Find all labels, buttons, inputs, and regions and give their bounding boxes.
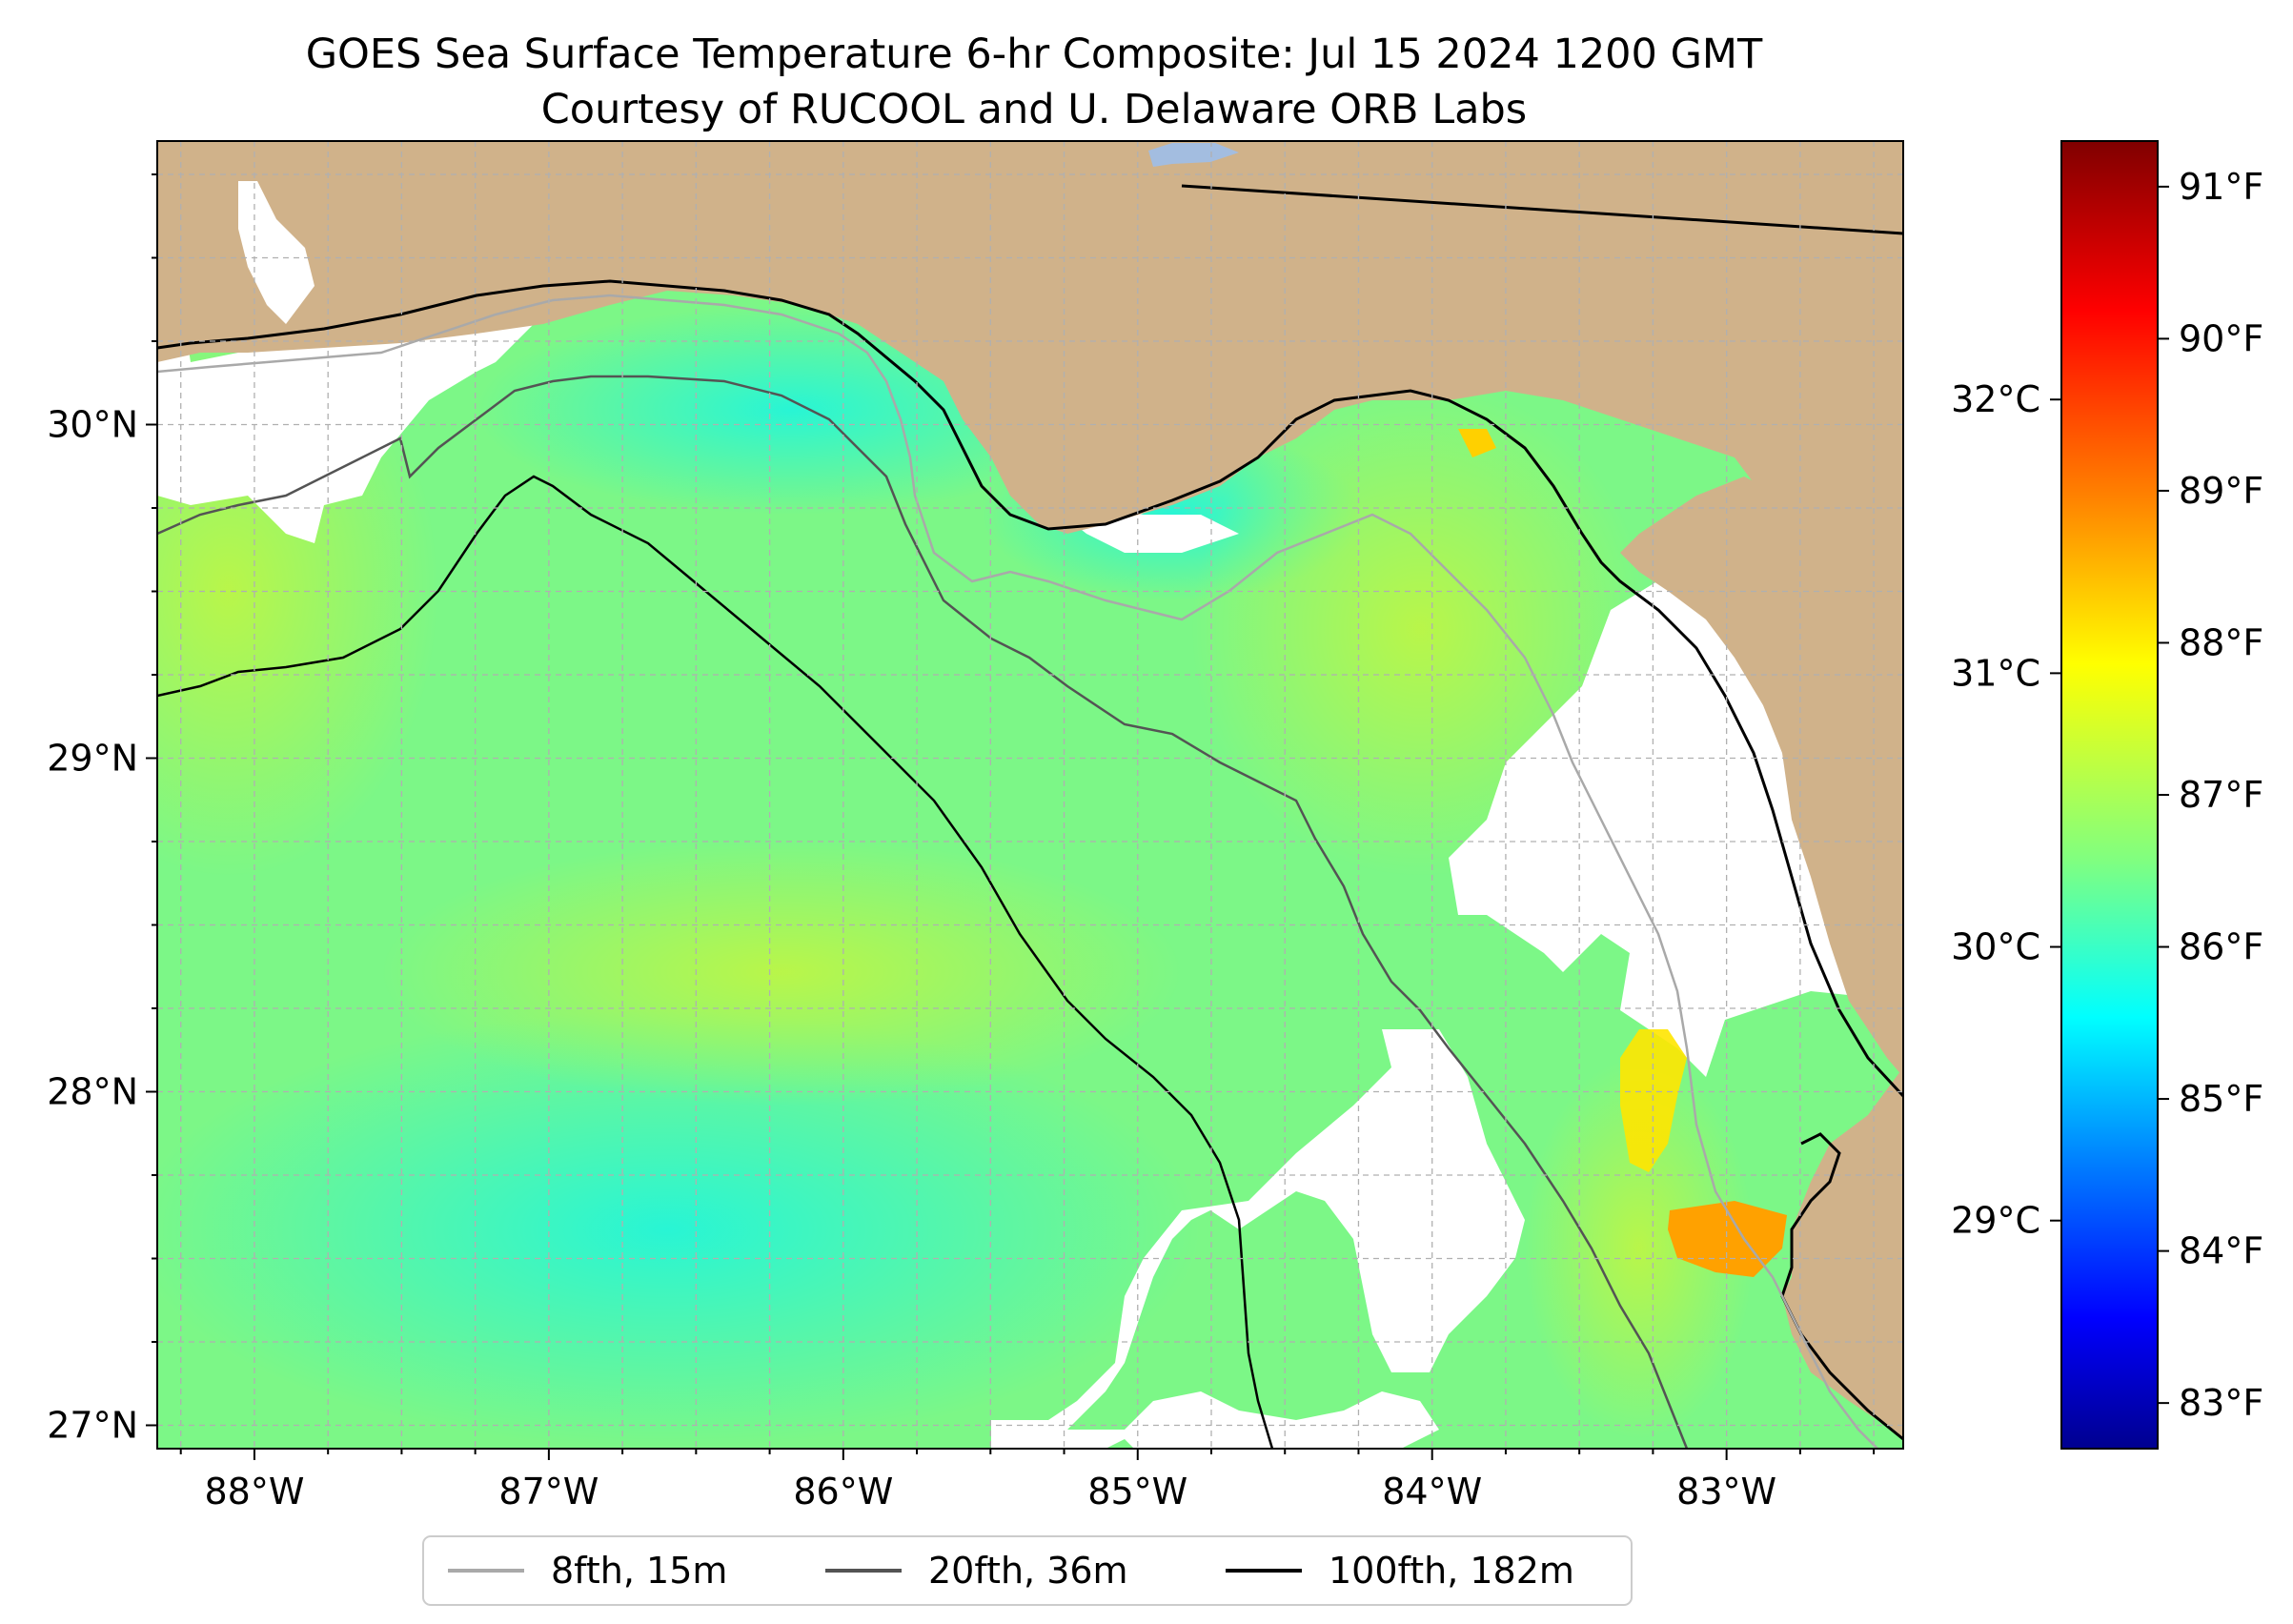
lake-seminole xyxy=(1148,143,1239,167)
legend-box xyxy=(422,1535,1633,1606)
colorbar-c-label: 29°C xyxy=(1951,1200,2040,1242)
colorbar-f-label: 89°F xyxy=(2179,470,2263,512)
lat-tick-label: 27°N xyxy=(47,1405,138,1447)
warm-water-central xyxy=(381,839,1182,1106)
lon-tick-label: 88°W xyxy=(204,1471,304,1512)
land-panhandle xyxy=(157,141,1903,572)
title-line-1: GOES Sea Surface Temperature 6-hr Compos… xyxy=(305,30,1763,78)
mobile-bay xyxy=(238,181,315,324)
graticule xyxy=(157,141,1903,1449)
lon-tick-label: 85°W xyxy=(1087,1471,1187,1512)
colorbar-c-label: 31°C xyxy=(1951,652,2040,694)
isobath-100fth xyxy=(157,475,1274,1449)
lat-tick-label: 30°N xyxy=(47,404,138,446)
land-peninsula xyxy=(1620,477,1903,1439)
colorbar-f-label: 88°F xyxy=(2179,621,2263,663)
colorbar-c-label: 30°C xyxy=(1951,926,2040,968)
map-title: GOES Sea Surface Temperature 6-hr Compos… xyxy=(0,27,2068,137)
isobath-20fth xyxy=(157,375,1689,1449)
map-axes: 88°W 87°W 86°W 85°W 84°W 83°W 27°N 28°N 29°N 30°N xyxy=(47,173,1876,1512)
map-frame xyxy=(156,140,1904,1450)
coastline-tampa xyxy=(1780,1132,1903,1441)
legend-label-20fth: 20fth, 36m xyxy=(928,1550,1128,1592)
colorbar-f-label: 85°F xyxy=(2179,1078,2263,1120)
legend-label-8fth: 8fth, 15m xyxy=(551,1550,727,1592)
warm-water-tampa xyxy=(1525,1058,1754,1439)
colorbar-f-label: 90°F xyxy=(2179,317,2263,359)
colorbar-f-label: 86°F xyxy=(2179,926,2263,968)
map-area xyxy=(157,141,1903,1449)
colorbar-f-label: 83°F xyxy=(2179,1382,2263,1424)
no-data-region-south xyxy=(991,1029,1525,1449)
legend-label-100fth: 100fth, 182m xyxy=(1329,1550,1574,1592)
colorbar-c-label: 32°C xyxy=(1951,378,2040,420)
title-line-2: Courtesy of RUCOOL and U. Delaware ORB L… xyxy=(540,86,1528,133)
coastline xyxy=(157,279,1903,1098)
lat-tick-label: 28°N xyxy=(47,1071,138,1113)
isobath-8fth xyxy=(157,294,1878,1449)
colorbar-f-label: 84°F xyxy=(2179,1230,2263,1272)
colorbar-f-label: 87°F xyxy=(2179,774,2263,816)
cool-water-region xyxy=(157,1010,1201,1449)
lat-tick-label: 29°N xyxy=(47,738,138,780)
lon-tick-label: 86°W xyxy=(793,1471,893,1512)
warm-spot-coast xyxy=(1458,429,1496,457)
lon-tick-label: 87°W xyxy=(498,1471,599,1512)
lon-tick-label: 84°W xyxy=(1382,1471,1482,1512)
state-border xyxy=(1181,184,1903,235)
colorbar-axes: 83°F 84°F 85°F 86°F 87°F 88°F 89°F 90°F 91°F 29°C… xyxy=(1951,166,2263,1424)
lon-tick-label: 83°W xyxy=(1676,1471,1776,1512)
no-data-region-nw xyxy=(157,143,724,543)
colorbar-f-label: 91°F xyxy=(2179,166,2263,208)
colorbar xyxy=(2060,140,2159,1450)
